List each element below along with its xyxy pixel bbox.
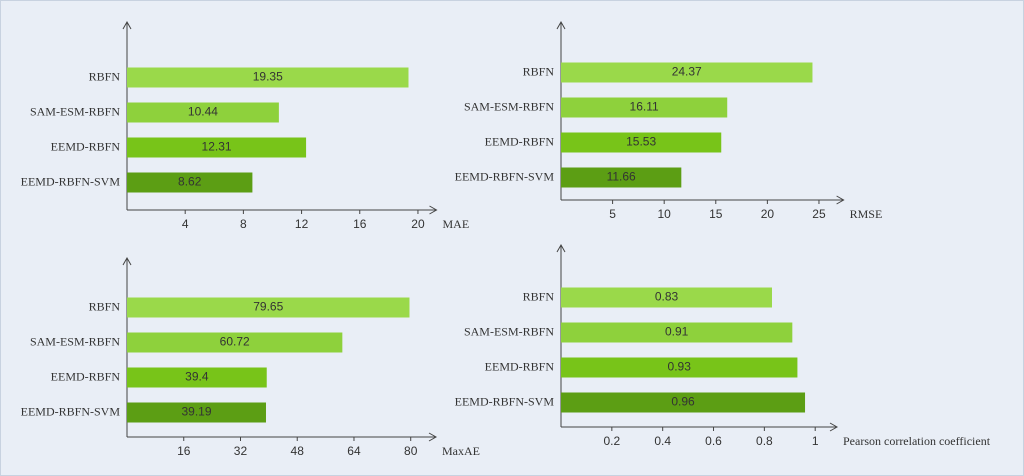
x-tick-label: 20 — [411, 217, 425, 231]
x-axis-label: Pearson correlation coefficient — [843, 434, 991, 448]
x-axis-label: MAE — [443, 217, 470, 231]
x-tick-label: 8 — [240, 217, 247, 231]
bar — [127, 297, 410, 318]
x-tick-label: 25 — [812, 207, 826, 221]
x-axis-label: RMSE — [850, 207, 883, 221]
x-axis-arrow — [836, 195, 845, 205]
data-label: 60.72 — [220, 335, 250, 349]
x-tick-label: 5 — [609, 207, 616, 221]
bar — [561, 287, 772, 308]
bar — [127, 67, 409, 88]
category-label: EEMD-RBFN-SVM — [21, 404, 121, 418]
x-tick-label: 80 — [404, 444, 418, 458]
data-label: 15.53 — [626, 135, 656, 149]
x-tick-label: 0.8 — [756, 434, 773, 448]
bar — [561, 392, 806, 413]
x-tick-label: 12 — [295, 217, 309, 231]
category-label: EEMD-RBFN — [51, 369, 121, 383]
x-tick-label: 48 — [291, 444, 305, 458]
data-label: 12.31 — [202, 140, 232, 154]
x-tick-label: 0.6 — [705, 434, 722, 448]
data-label: 11.66 — [607, 170, 636, 184]
x-axis-arrow — [429, 205, 438, 215]
category-label: EEMD-RBFN — [485, 359, 555, 373]
bar — [127, 367, 267, 388]
data-label: 0.91 — [665, 325, 689, 339]
data-label: 0.83 — [655, 290, 679, 304]
category-label: SAM-ESM-RBFN — [30, 334, 120, 348]
data-label: 0.93 — [668, 360, 692, 374]
bar — [561, 97, 728, 118]
bar — [561, 167, 682, 188]
bar — [127, 102, 279, 123]
bar — [127, 402, 266, 423]
x-tick-label: 0.4 — [654, 434, 671, 448]
x-tick-label: 15 — [709, 207, 723, 221]
data-label: 19.35 — [253, 70, 283, 84]
category-label: SAM-ESM-RBFN — [464, 324, 554, 338]
x-axis-arrow — [428, 432, 438, 442]
data-label: 39.19 — [181, 405, 211, 419]
bar — [561, 322, 793, 343]
x-axis-arrow — [829, 422, 839, 432]
category-label: RBFN — [89, 69, 121, 83]
category-label: SAM-ESM-RBFN — [464, 99, 554, 113]
y-axis-arrow — [556, 20, 566, 30]
bar — [127, 172, 253, 193]
y-axis-arrow — [122, 20, 132, 30]
bar — [561, 132, 722, 153]
bar — [561, 357, 798, 378]
x-tick-label: 4 — [182, 217, 189, 231]
x-axis-label: MaxAE — [442, 444, 480, 458]
bar — [127, 137, 307, 158]
x-tick-label: 16 — [177, 444, 191, 458]
data-label: 79.65 — [253, 300, 283, 314]
category-label: EEMD-RBFN-SVM — [455, 169, 555, 183]
data-label: 10.44 — [188, 105, 218, 119]
category-label: RBFN — [523, 64, 555, 78]
category-label: SAM-ESM-RBFN — [30, 104, 120, 118]
y-axis-arrow — [556, 243, 566, 253]
data-label: 24.37 — [672, 65, 702, 79]
x-tick-label: 1 — [812, 434, 819, 448]
bar — [561, 62, 813, 83]
category-label: EEMD-RBFN — [51, 139, 121, 153]
category-label: RBFN — [89, 299, 121, 313]
x-tick-label: 64 — [347, 444, 361, 458]
bar — [127, 332, 343, 353]
category-label: EEMD-RBFN-SVM — [455, 394, 555, 408]
data-label: 39.4 — [185, 370, 209, 384]
x-tick-label: 0.2 — [603, 434, 620, 448]
category-label: EEMD-RBFN-SVM — [21, 174, 121, 188]
x-tick-label: 32 — [234, 444, 248, 458]
y-axis-arrow — [122, 256, 132, 266]
category-label: EEMD-RBFN — [485, 134, 555, 148]
x-tick-label: 20 — [761, 207, 775, 221]
x-tick-label: 10 — [658, 207, 672, 221]
data-label: 0.96 — [671, 395, 695, 409]
x-tick-label: 16 — [353, 217, 367, 231]
data-label: 8.62 — [178, 175, 202, 189]
category-label: RBFN — [523, 289, 555, 303]
data-label: 16.11 — [630, 100, 659, 114]
